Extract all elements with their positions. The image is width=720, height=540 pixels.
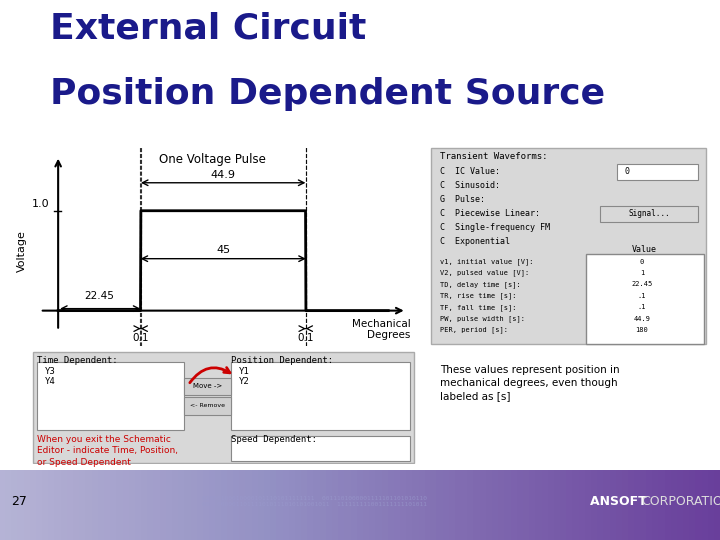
- FancyBboxPatch shape: [231, 436, 410, 461]
- Text: C  Single-frequency FM: C Single-frequency FM: [440, 223, 549, 232]
- Text: Position Dependent:: Position Dependent:: [231, 355, 333, 364]
- Text: 1: 1: [639, 270, 644, 276]
- Text: 27: 27: [11, 495, 27, 508]
- Text: 44.9: 44.9: [634, 315, 650, 322]
- FancyBboxPatch shape: [184, 378, 231, 395]
- Text: 22.45: 22.45: [84, 291, 114, 301]
- Text: <- Remove: <- Remove: [190, 403, 225, 408]
- Text: 22.45: 22.45: [631, 281, 652, 287]
- Text: Voltage: Voltage: [17, 230, 27, 272]
- Text: Position Dependent Source: Position Dependent Source: [50, 77, 606, 111]
- Text: One Voltage Pulse: One Voltage Pulse: [158, 153, 266, 166]
- Text: 0.1: 0.1: [132, 333, 149, 342]
- Text: 010001000100001011101011111111  0011101000001111101101010110
00  000001101111010: 010001000100001011101011111111 001110100…: [202, 496, 426, 507]
- Text: v1, initial value [V]:: v1, initial value [V]:: [440, 258, 533, 265]
- Text: ANSOFT: ANSOFT: [590, 495, 652, 508]
- Text: 44.9: 44.9: [211, 170, 235, 180]
- Text: Y3
Y4: Y3 Y4: [45, 367, 55, 386]
- FancyBboxPatch shape: [32, 352, 414, 463]
- Text: TF, fall time [s]:: TF, fall time [s]:: [440, 304, 516, 310]
- Text: C  Sinusoid:: C Sinusoid:: [440, 181, 500, 190]
- Text: 0: 0: [639, 259, 644, 265]
- Text: Transient Waveforms:: Transient Waveforms:: [440, 152, 547, 161]
- Text: Value: Value: [632, 245, 657, 254]
- Text: 1.0: 1.0: [32, 199, 49, 209]
- Text: Mechanical
Degrees: Mechanical Degrees: [351, 319, 410, 340]
- Text: Move ->: Move ->: [193, 382, 222, 389]
- Text: 45: 45: [216, 245, 230, 255]
- Text: 0.1: 0.1: [297, 333, 314, 342]
- FancyBboxPatch shape: [585, 254, 703, 343]
- Text: PER, period [s]:: PER, period [s]:: [440, 327, 508, 333]
- Text: TR, rise time [s]:: TR, rise time [s]:: [440, 293, 516, 299]
- Text: PW, pulse width [s]:: PW, pulse width [s]:: [440, 315, 525, 322]
- Text: Y1
Y2: Y1 Y2: [239, 367, 250, 386]
- Text: G  Pulse:: G Pulse:: [440, 195, 485, 204]
- Text: Signal...: Signal...: [628, 209, 670, 218]
- Text: Time Dependent:: Time Dependent:: [37, 355, 117, 364]
- FancyBboxPatch shape: [37, 362, 184, 430]
- Text: .1: .1: [637, 304, 646, 310]
- FancyBboxPatch shape: [616, 164, 698, 180]
- FancyBboxPatch shape: [600, 206, 698, 222]
- Text: 0: 0: [625, 167, 630, 176]
- Text: V2, pulsed value [V]:: V2, pulsed value [V]:: [440, 269, 529, 276]
- FancyBboxPatch shape: [431, 148, 706, 343]
- Text: .1: .1: [637, 293, 646, 299]
- Text: 180: 180: [636, 327, 648, 333]
- Text: Speed Dependent:: Speed Dependent:: [231, 435, 317, 444]
- Text: C  Piecewise Linear:: C Piecewise Linear:: [440, 209, 539, 218]
- Text: When you exit the Schematic
Editor - indicate Time, Position,
or Speed Dependent: When you exit the Schematic Editor - ind…: [37, 435, 178, 467]
- Text: TD, delay time [s]:: TD, delay time [s]:: [440, 281, 521, 288]
- Text: External Circuit: External Circuit: [50, 11, 366, 45]
- Text: C  IC Value:: C IC Value:: [440, 167, 500, 176]
- FancyBboxPatch shape: [231, 362, 410, 430]
- Text: These values represent position in
mechanical degrees, even though
labeled as [s: These values represent position in mecha…: [440, 364, 619, 401]
- Text: C  Exponential: C Exponential: [440, 237, 510, 246]
- FancyBboxPatch shape: [184, 397, 231, 415]
- Text: CORPORATION: CORPORATION: [641, 495, 720, 508]
